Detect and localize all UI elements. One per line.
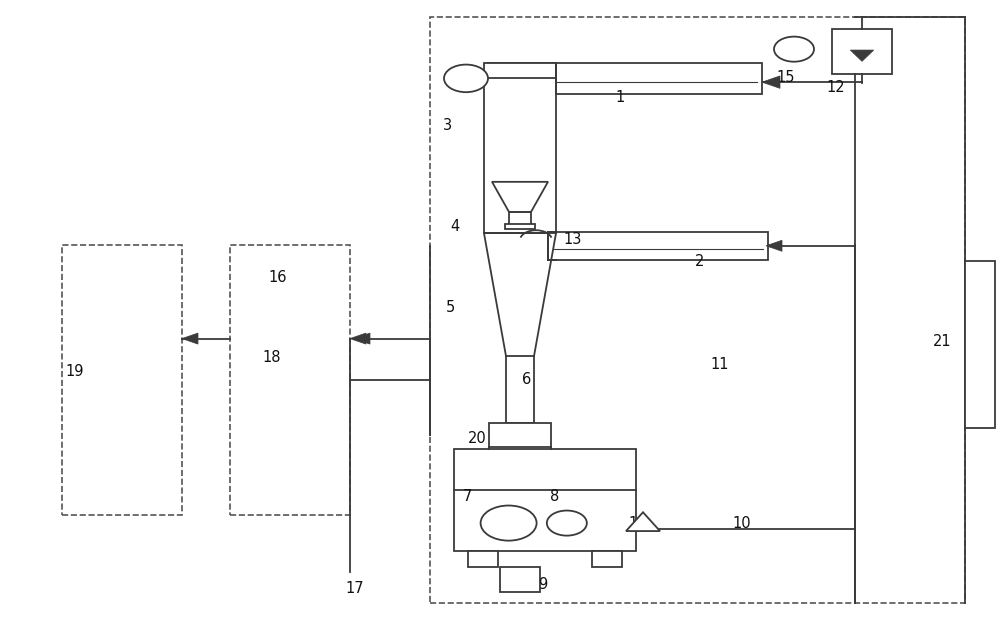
Circle shape [774,36,814,61]
Bar [488,63,762,94]
Bar [592,551,622,567]
Bar [965,261,995,428]
Text: 18: 18 [263,350,281,365]
Polygon shape [182,333,198,344]
Text: 8: 8 [550,489,560,504]
Text: 12: 12 [827,80,845,95]
Bar [505,224,535,229]
Text: 4: 4 [450,219,460,234]
Bar [62,245,182,515]
Text: 5: 5 [445,300,455,315]
Bar [489,423,551,447]
Text: 17: 17 [346,581,364,596]
Text: 13: 13 [564,232,582,247]
Text: 2: 2 [695,254,705,269]
Text: 21: 21 [933,334,951,349]
Text: 1: 1 [615,90,625,105]
Text: 14: 14 [629,516,647,531]
Polygon shape [766,240,782,251]
Bar [509,212,531,226]
Polygon shape [626,512,660,531]
Text: 7: 7 [462,489,472,504]
Bar [484,63,556,233]
Polygon shape [850,50,874,61]
Text: 6: 6 [522,372,532,387]
Text: 16: 16 [269,270,287,285]
Bar [230,245,350,515]
Polygon shape [350,333,366,344]
Polygon shape [762,76,780,88]
Bar [548,232,768,260]
Text: 15: 15 [777,70,795,85]
Circle shape [547,510,587,535]
Polygon shape [492,182,548,212]
Circle shape [444,65,488,92]
Bar [454,449,636,551]
Bar [430,17,965,603]
Bar [832,29,892,74]
Text: 11: 11 [711,357,729,372]
Text: 19: 19 [66,364,84,379]
Polygon shape [354,333,370,344]
Bar [500,567,540,592]
Text: 3: 3 [443,118,453,133]
Text: 20: 20 [468,431,486,446]
Bar [468,551,498,567]
Text: 9: 9 [538,577,548,593]
Text: 10: 10 [733,516,751,531]
Bar [506,356,534,423]
Circle shape [481,505,537,540]
